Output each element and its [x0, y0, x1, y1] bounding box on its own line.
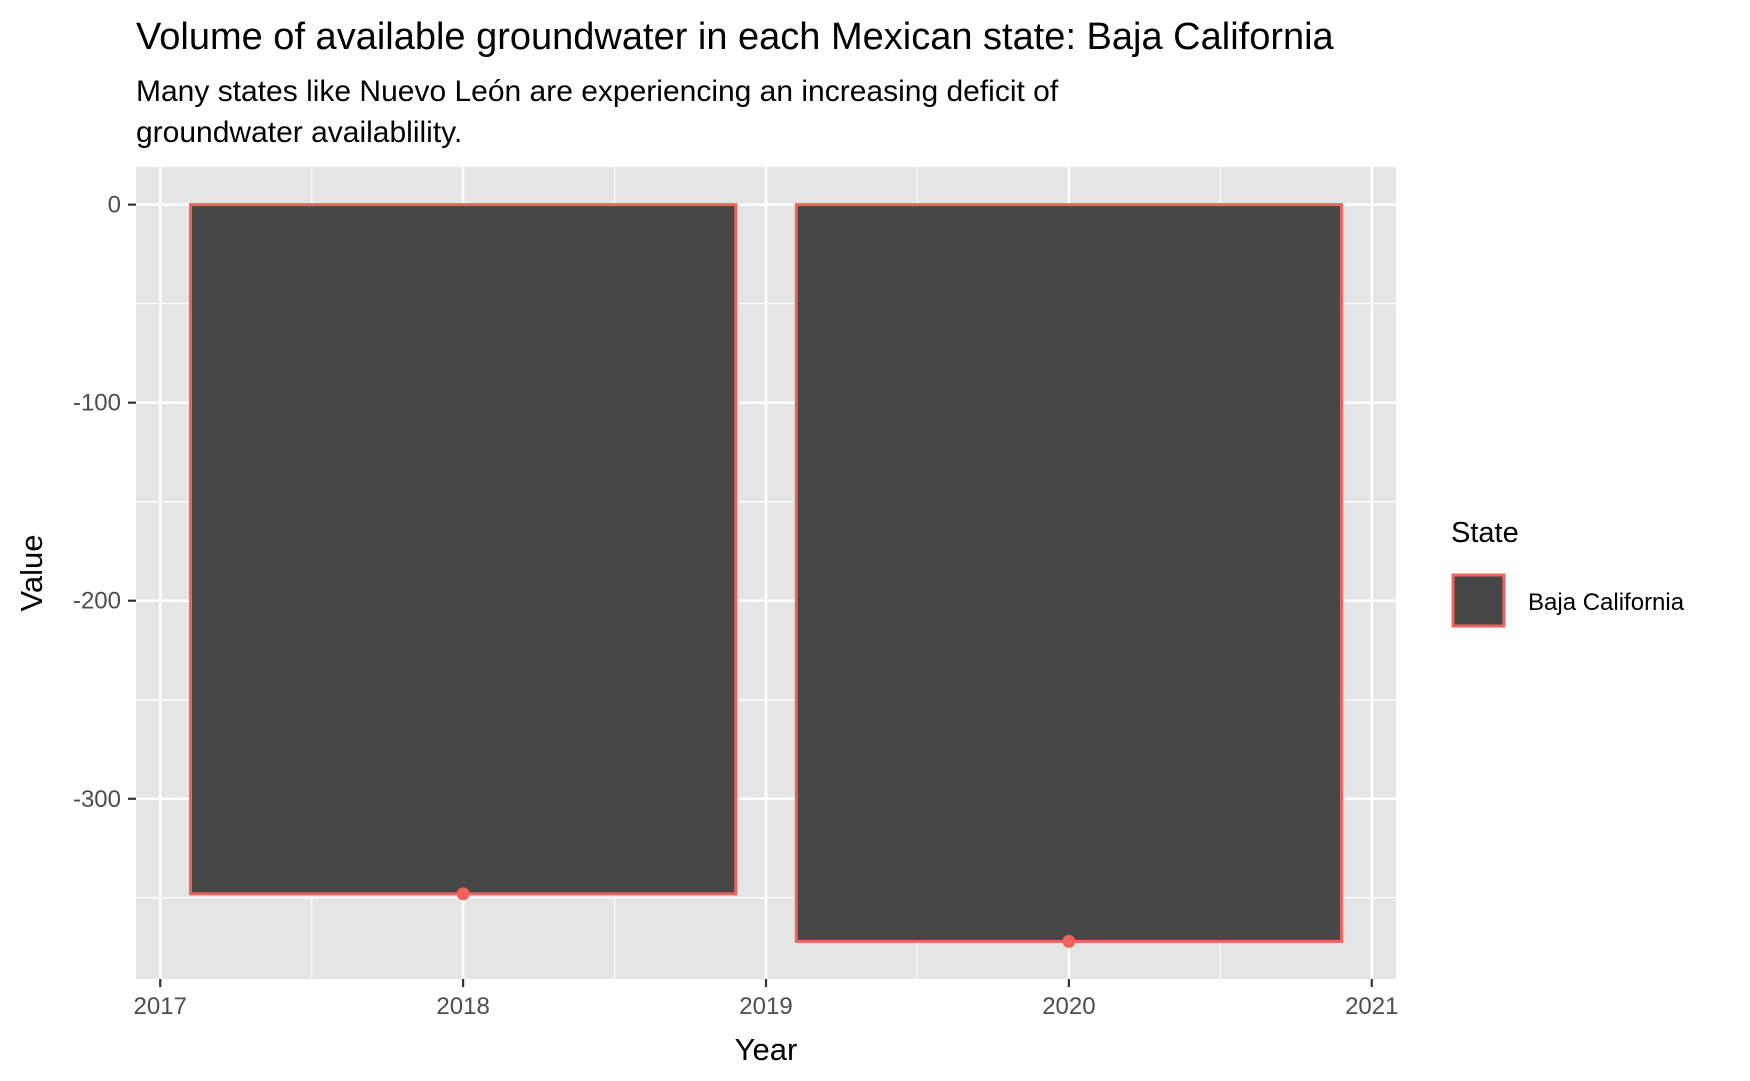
chart-title: Volume of available groundwater in each …: [136, 16, 1335, 58]
y-tick-label: -200: [73, 588, 121, 615]
x-tick-label: 2018: [436, 993, 489, 1020]
bars: [189, 203, 1343, 943]
legend-key-baja-california: [1451, 573, 1506, 628]
x-tick-label: 2020: [1042, 993, 1095, 1020]
point-2020: [1062, 934, 1076, 948]
legend: State Baja California: [1451, 517, 1685, 628]
bar-2018: [189, 203, 738, 896]
x-tick-label: 2021: [1345, 993, 1398, 1020]
y-tick-label: 0: [108, 192, 121, 219]
x-tick-label: 2017: [134, 993, 187, 1020]
chart-subtitle-line-2: groundwater availablility.: [136, 116, 462, 149]
y-axis: 0 -100 -200 -300: [73, 192, 136, 813]
x-axis: 2017 2018 2019 2020 2021: [134, 979, 1398, 1020]
chart-subtitle-line-1: Many states like Nuevo León are experien…: [136, 75, 1059, 108]
legend-label-baja-california: Baja California: [1528, 589, 1685, 616]
points: [456, 887, 1076, 948]
legend-title: State: [1451, 517, 1519, 549]
y-axis-title: Value: [14, 535, 49, 612]
y-tick-label: -100: [73, 390, 121, 417]
y-tick-label: -300: [73, 786, 121, 813]
bar-2020: [794, 203, 1343, 943]
x-tick-label: 2019: [739, 993, 792, 1020]
point-2018: [456, 887, 470, 901]
x-axis-title: Year: [735, 1032, 798, 1067]
